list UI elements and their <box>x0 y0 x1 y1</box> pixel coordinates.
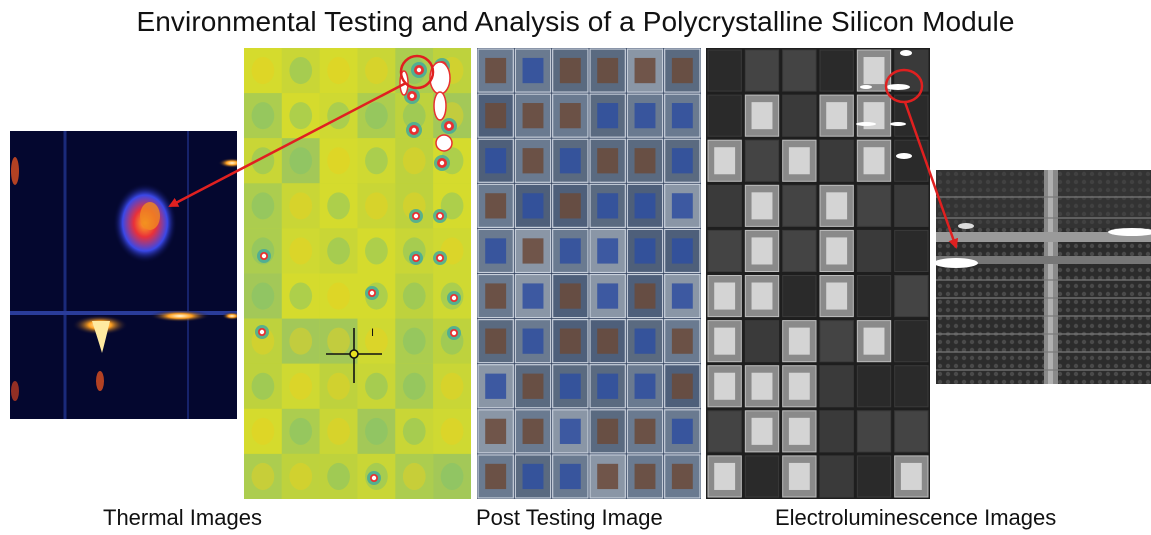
marker-label: I <box>371 327 374 339</box>
thermal-module-image: I <box>244 48 471 499</box>
el-closeup-image <box>936 170 1151 384</box>
post-testing-caption: Post Testing Image <box>476 505 663 530</box>
thermal-closeup-image <box>10 131 237 419</box>
thermal-caption: Thermal Images <box>103 505 262 530</box>
post-testing-image <box>477 48 701 499</box>
crosshair-marker <box>326 328 382 383</box>
el-caption: Electroluminescence Images <box>775 505 1057 530</box>
el-module-image <box>706 48 930 499</box>
figure-title: Environmental Testing and Analysis of a … <box>136 6 1015 37</box>
